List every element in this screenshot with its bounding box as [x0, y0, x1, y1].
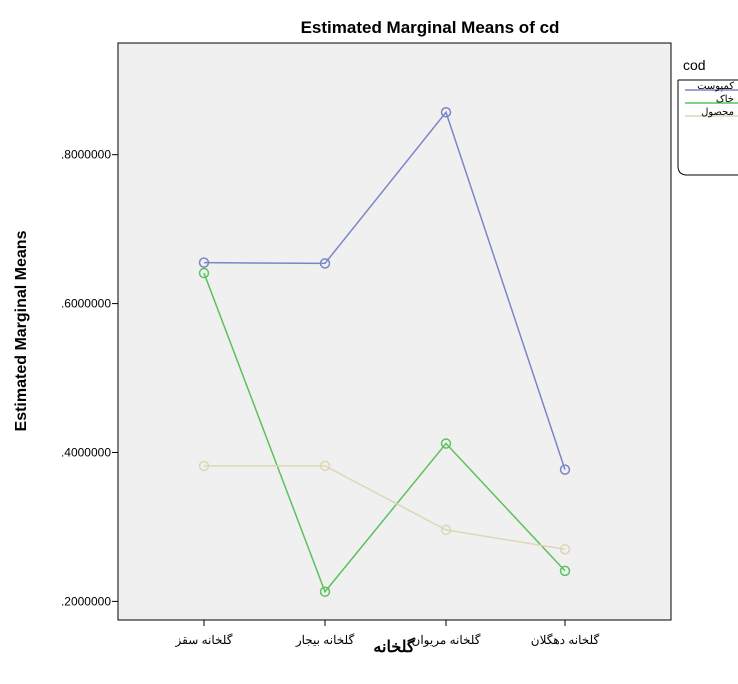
chart-title: Estimated Marginal Means of cd: [301, 18, 560, 37]
y-axis: .2000000 .4000000 .6000000 .8000000: [61, 148, 118, 609]
legend-label: محصول: [701, 107, 734, 118]
legend: cod کمپوست خاک محصول: [678, 57, 738, 175]
y-tick-label: .2000000: [61, 594, 111, 608]
y-tick-label: .8000000: [61, 148, 111, 162]
y-tick-label: .4000000: [61, 445, 111, 459]
plot-area: [118, 43, 671, 620]
x-tick-label: گلخانه بیجار: [295, 633, 355, 647]
legend-label: کمپوست: [697, 81, 734, 92]
x-axis-title: گلخانه: [373, 637, 415, 656]
x-tick-label: گلخانه دهگلان: [531, 633, 600, 647]
y-axis-title: Estimated Marginal Means: [13, 230, 30, 431]
x-tick-label: گلخانه سقز: [175, 633, 233, 647]
x-tick-label: گلخانه مریوان: [412, 633, 481, 647]
y-tick-label: .6000000: [61, 297, 111, 311]
legend-label: خاک: [716, 94, 734, 105]
legend-title: cod: [683, 57, 706, 73]
